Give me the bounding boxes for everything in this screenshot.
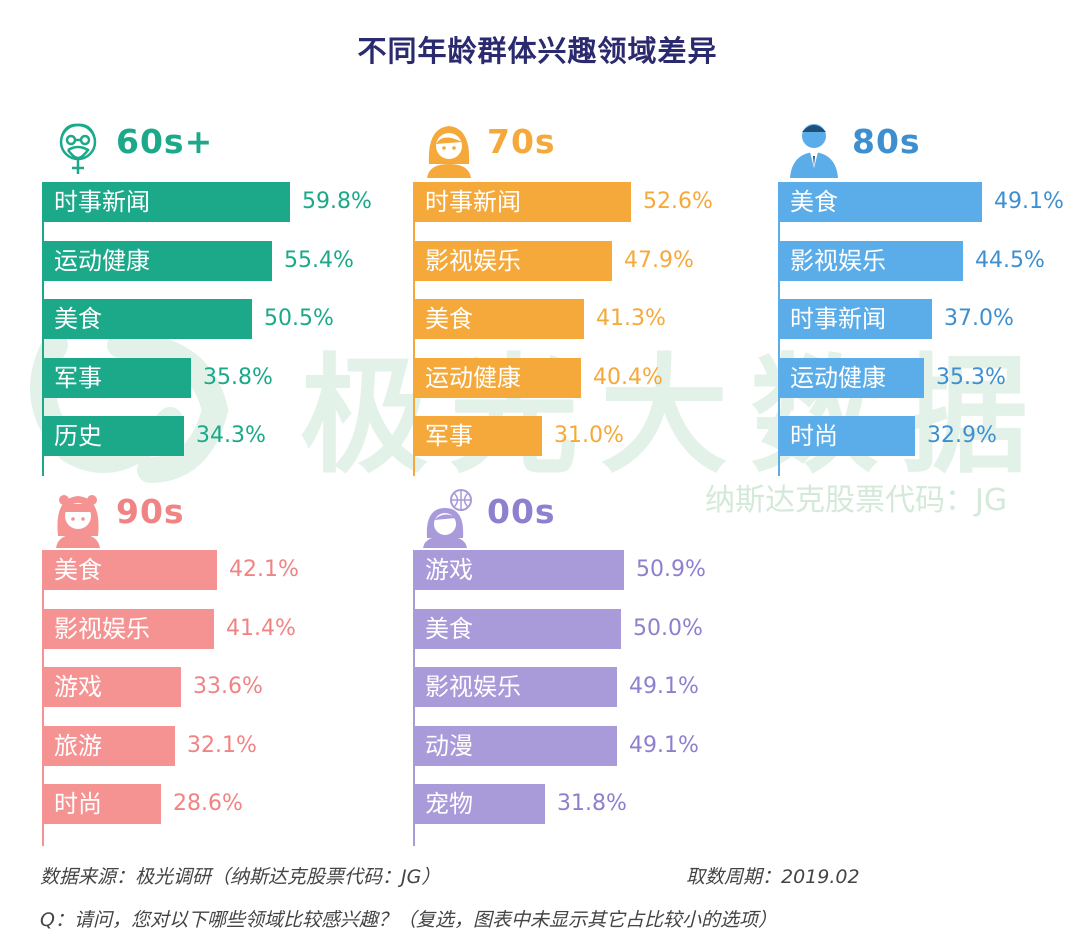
bar: 时尚 [42,784,161,824]
bar: 美食 [42,299,252,339]
footer-question: Q：请问，您对以下哪些领域比较感兴趣？（复选，图表中未显示其它占比较小的选项） [40,909,777,931]
data-label: 44.5% [975,247,1045,273]
group-label: 00s [487,492,556,531]
bar: 军事 [413,416,542,456]
data-label: 35.3% [936,364,1006,390]
group-label: 90s [116,492,185,531]
bar: 影视娱乐 [413,240,612,281]
bar: 军事 [42,357,191,398]
woman-icon [421,118,477,178]
data-label: 50.5% [264,306,334,331]
data-label: 35.8% [203,364,273,390]
data-label: 59.8% [302,189,372,214]
data-label: 32.9% [927,423,997,448]
data-label: 31.8% [557,791,627,816]
kid-with-globe-icon [421,488,477,548]
elderly-man-icon [50,118,106,178]
bar: 运动健康 [778,357,924,398]
data-label: 49.1% [994,189,1064,214]
bar: 宠物 [413,784,545,824]
data-label: 41.4% [226,615,296,641]
footer-source: 数据来源：极光调研（纳斯达克股票代码：JG） [40,866,441,888]
data-label: 47.9% [624,247,694,273]
bar: 游戏 [42,667,181,707]
data-label: 49.1% [629,732,699,758]
data-label: 33.6% [193,674,263,699]
data-label: 50.0% [633,615,703,641]
bar: 影视娱乐 [778,240,963,281]
data-label: 52.6% [643,189,713,214]
bar: 旅游 [42,725,175,766]
data-label: 28.6% [173,791,243,816]
bar: 运动健康 [42,240,272,281]
group-label: 80s [852,122,921,161]
bar: 时事新闻 [778,299,932,339]
bar: 美食 [413,608,621,649]
businessman-icon [786,118,842,178]
data-label: 31.0% [554,423,624,448]
bar: 时事新闻 [413,182,631,222]
data-label: 49.1% [629,674,699,699]
chart-title: 不同年龄群体兴趣领域差异 [357,34,718,68]
bar: 美食 [42,550,217,590]
data-label: 42.1% [229,557,299,582]
bar: 美食 [778,182,982,222]
data-label: 40.4% [593,364,663,390]
watermark-ticker: 纳斯达克股票代码：JG [705,483,1007,518]
group-label: 70s [487,122,556,161]
bar: 影视娱乐 [413,667,617,707]
bar: 美食 [413,299,584,339]
girl-icon [50,488,106,548]
bar: 影视娱乐 [42,608,214,649]
footer-period: 取数周期：2019.02 [686,866,860,888]
data-label: 50.9% [636,557,706,582]
bar: 历史 [42,416,184,456]
group-label: 60s+ [116,122,214,161]
data-label: 37.0% [944,306,1014,331]
data-label: 41.3% [596,306,666,331]
bar: 时事新闻 [42,182,290,222]
data-label: 55.4% [284,247,354,273]
data-label: 34.3% [196,423,266,448]
bar: 动漫 [413,725,617,766]
bar: 游戏 [413,550,624,590]
bar: 时尚 [778,416,915,456]
bar: 运动健康 [413,357,581,398]
data-label: 32.1% [187,732,257,758]
